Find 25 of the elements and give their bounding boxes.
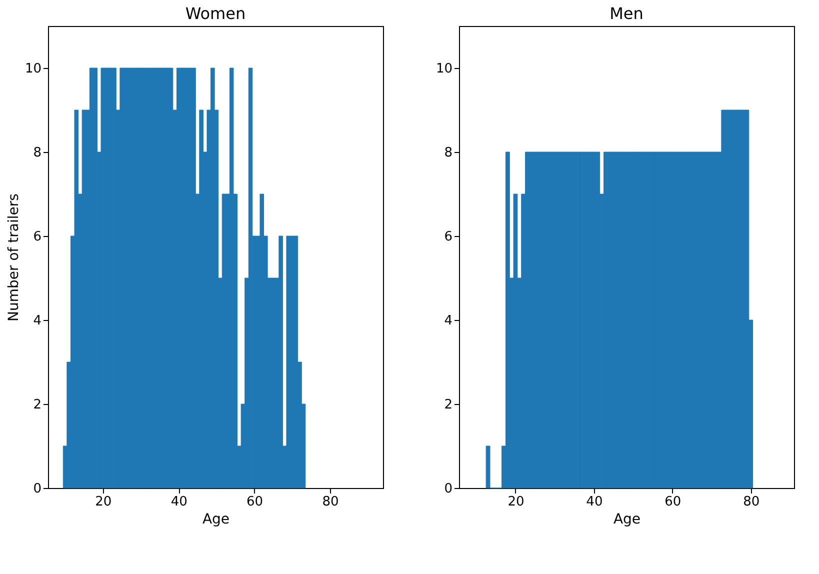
y-tick-label: 4 — [444, 314, 452, 328]
x-axis-title: Age — [202, 512, 230, 528]
x-tick-label: 80 — [322, 494, 339, 510]
x-axis-title: Age — [613, 512, 641, 528]
x-tick-label: 40 — [586, 494, 603, 510]
y-tick-label: 10 — [436, 62, 452, 76]
chart-title: Women — [185, 4, 246, 23]
chart-title: Men — [610, 4, 644, 23]
x-tick-label: 40 — [170, 494, 188, 510]
y-tick-label: 10 — [24, 62, 42, 76]
y-tick-label: 6 — [444, 230, 452, 244]
y-tick-label: 8 — [444, 146, 452, 160]
y-tick-label: 2 — [444, 398, 452, 412]
y-tick-label: 0 — [33, 482, 42, 496]
x-tick-label: 20 — [95, 494, 112, 510]
x-tick-label: 20 — [508, 494, 524, 510]
y-tick-label: 6 — [33, 230, 42, 244]
x-tick-label: 60 — [664, 494, 682, 510]
x-tick-label: 80 — [743, 494, 760, 510]
y-tick-label: 4 — [33, 314, 42, 328]
x-tick-label: 60 — [246, 494, 264, 510]
y-axis-title: Number of trailers — [6, 194, 22, 322]
y-tick-label: 8 — [33, 146, 42, 160]
y-tick-label: 0 — [444, 482, 452, 496]
y-tick-label: 2 — [33, 398, 42, 412]
